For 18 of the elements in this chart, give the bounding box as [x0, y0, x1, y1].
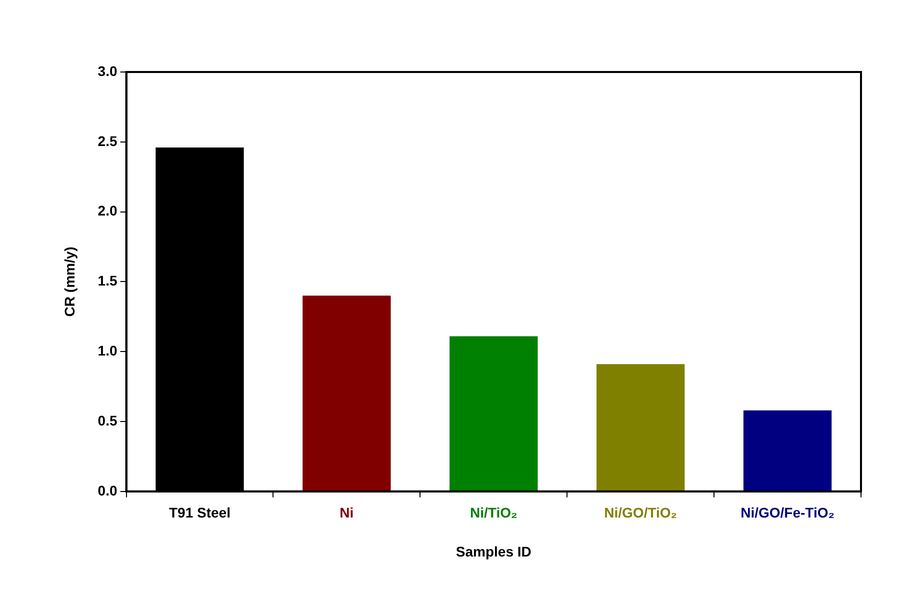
y-tick-label: 1.0: [98, 342, 118, 358]
y-tick-label: 0.5: [98, 412, 118, 428]
y-tick-label: 2.5: [98, 132, 118, 149]
bar: [596, 364, 685, 491]
x-tick-label: Ni/GO/TiO₂: [604, 504, 678, 521]
x-tick-label: T91 Steel: [168, 504, 230, 521]
bar: [302, 296, 391, 491]
x-axis-title: Samples ID: [456, 543, 532, 560]
bar: [743, 410, 832, 491]
bar: [450, 336, 538, 491]
y-axis-title: CR (mm/y): [61, 246, 78, 317]
y-tick-label: 2.0: [98, 202, 118, 219]
x-tick-label: Ni/GO/Fe-TiO₂: [740, 504, 834, 521]
x-tick-label: Ni/TiO₂: [470, 504, 518, 521]
y-tick-label: 0.0: [98, 482, 118, 498]
y-tick-label: 3.0: [98, 62, 118, 79]
y-tick-label: 1.5: [98, 272, 118, 289]
x-tick-label: Ni: [340, 504, 354, 521]
